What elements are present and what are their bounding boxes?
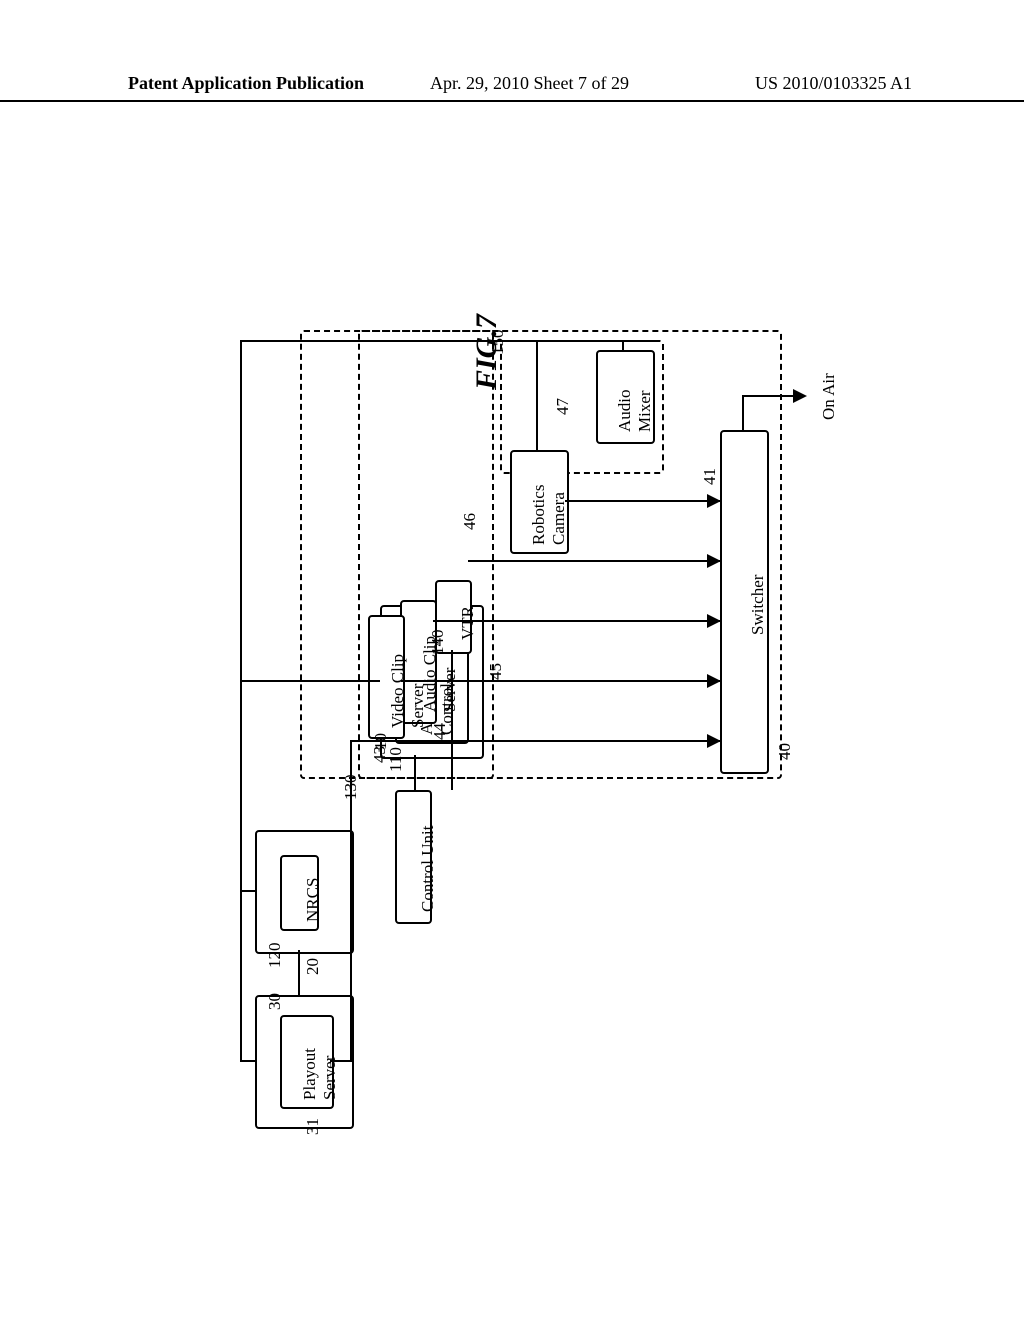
ref-41: 41 bbox=[700, 468, 720, 485]
wire-auto-ctrlunit bbox=[414, 755, 416, 790]
wire-playout bbox=[240, 1060, 255, 1062]
hdr-left: Patent Application Publication bbox=[128, 73, 364, 94]
wire-robotics-switcher bbox=[565, 500, 720, 502]
ref-46: 46 bbox=[460, 513, 480, 530]
vtr-label: VTR bbox=[458, 606, 478, 640]
wire-vtr-switcher bbox=[468, 560, 720, 562]
wire-ctrl-vtr bbox=[451, 650, 453, 790]
arrow-onair bbox=[793, 389, 807, 403]
ref-130: 130 bbox=[341, 775, 361, 801]
hdr-right: US 2010/0103325 A1 bbox=[755, 73, 912, 94]
wire-nrcs-playout bbox=[298, 950, 300, 995]
page-header: Patent Application Publication Apr. 29, … bbox=[0, 78, 1024, 102]
wire-switcher-out bbox=[742, 395, 744, 430]
arrow-playout-switcher bbox=[707, 734, 721, 748]
ref-140: 140 bbox=[428, 630, 448, 656]
arrow-vtr-switcher bbox=[707, 554, 721, 568]
arrow-videoclip-switcher bbox=[707, 674, 721, 688]
arrow-audioclip-switcher bbox=[707, 614, 721, 628]
wire-onair bbox=[765, 395, 795, 397]
ref-120: 120 bbox=[265, 943, 285, 969]
wire-switcher-out-h bbox=[742, 395, 767, 397]
ref-45: 45 bbox=[486, 663, 506, 680]
wire-playout-stub bbox=[330, 1060, 352, 1062]
ref-40: 40 bbox=[775, 743, 795, 760]
video-clip-server-label: Video ClipServer bbox=[388, 654, 428, 728]
ref-44: 44 bbox=[430, 723, 450, 740]
arrow-robotics-switcher bbox=[707, 494, 721, 508]
wire-nrcs bbox=[240, 890, 255, 892]
wire-automation bbox=[240, 680, 380, 682]
wire-audio bbox=[622, 340, 624, 350]
wire-robotics bbox=[536, 340, 538, 450]
playout-label: PlayoutServer bbox=[300, 1048, 340, 1100]
bus-vertical bbox=[240, 340, 242, 1060]
on-air-label: On Air bbox=[819, 373, 839, 420]
ref-43: 43 bbox=[370, 746, 390, 763]
wire-videoclip-switcher bbox=[401, 680, 720, 682]
ref-30: 30 bbox=[265, 993, 285, 1010]
wire-audioclip-switcher bbox=[433, 620, 720, 622]
nrcs-label: NRCS bbox=[303, 878, 323, 922]
hdr-mid: Apr. 29, 2010 Sheet 7 of 29 bbox=[430, 73, 629, 94]
control-unit-label: Control Unit bbox=[418, 826, 438, 912]
switcher-label: Switcher bbox=[748, 575, 768, 635]
ref-47: 47 bbox=[553, 398, 573, 415]
ref-20: 20 bbox=[303, 958, 323, 975]
ref-31: 31 bbox=[303, 1118, 323, 1135]
wire-playout-switcher-h bbox=[350, 740, 720, 742]
ref-150: 150 bbox=[488, 330, 508, 356]
bus-top bbox=[240, 340, 658, 342]
